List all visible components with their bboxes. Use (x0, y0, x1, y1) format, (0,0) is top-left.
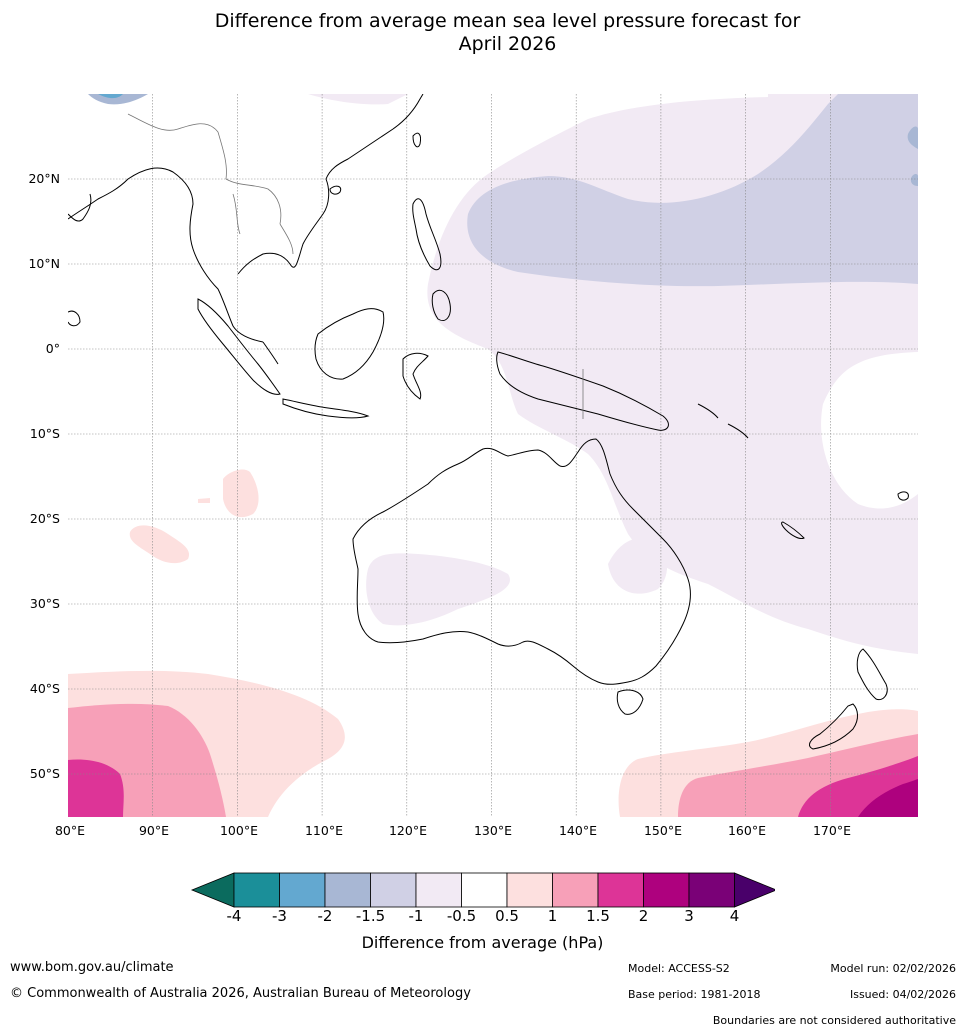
lon-label-90e: 90°E (138, 823, 170, 838)
anomaly-region-neg-top2 (910, 174, 918, 186)
lat-label-40s: 40°S (29, 681, 60, 696)
borders (127, 113, 584, 419)
anomaly-region-pos-3 (129, 525, 190, 564)
anomaly-region-australia (366, 553, 510, 626)
fiji (897, 491, 909, 501)
solomon-islands (697, 403, 749, 439)
colorbar-segment (597, 872, 644, 908)
new-zealand (809, 648, 888, 750)
colorbar-over-triangle (734, 872, 775, 908)
footer-disclaimer: Boundaries are not considered authoritat… (712, 1014, 956, 1027)
sri-lanka-india (68, 310, 81, 327)
lon-label-120e: 120°E (388, 823, 427, 838)
anomaly-region-pos-1 (223, 469, 259, 518)
lat-label-10s: 10°S (29, 426, 60, 441)
footer-url[interactable]: www.bom.gov.au/climate (10, 960, 174, 975)
colorbar-tick-label: -0.5 (446, 907, 477, 925)
anomaly-region-sw-pos3 (68, 759, 124, 817)
colorbar-segment (324, 872, 371, 908)
lat-label-0: 0° (45, 341, 60, 356)
country-borders (127, 113, 584, 419)
footer-model-run: Model run: 02/02/2026 (830, 962, 956, 975)
anomaly-region-neg-light-west (308, 94, 408, 105)
colorbar (190, 872, 775, 908)
colorbar-segment (643, 872, 690, 908)
java (282, 398, 370, 419)
gridlines (68, 94, 918, 817)
lon-label-140e: 140°E (558, 823, 597, 838)
lon-label-150e: 150°E (643, 823, 682, 838)
lon-label-80e: 80°E (54, 823, 86, 838)
title-line-1: Difference from average mean sea level p… (214, 10, 801, 32)
anomaly-region-neg-mid (467, 94, 918, 287)
footer-base-period: Base period: 1981-2018 (628, 988, 761, 1001)
colorbar-segment (370, 872, 417, 908)
colorbar-tick-label: 3 (684, 907, 694, 925)
borneo (314, 308, 385, 380)
lon-label-110e: 110°E (304, 823, 343, 838)
colorbar-tick-label: -1.5 (355, 907, 386, 925)
colorbar-segment (552, 872, 599, 908)
anomaly-region-pos-2 (198, 498, 210, 503)
taiwan (412, 132, 421, 148)
map-title: Difference from average mean sea level p… (0, 10, 965, 56)
pressure-anomaly-map (68, 94, 918, 817)
philippines (412, 198, 451, 321)
lat-label-20n: 20°N (28, 171, 60, 186)
colorbar-tick-label: 4 (729, 907, 740, 925)
title-line-2: April 2026 (458, 33, 557, 55)
anomaly-region-se-pos4 (858, 779, 918, 817)
footer-issued: Issued: 04/02/2026 (849, 988, 956, 1001)
colorbar-tick-label: 2 (638, 907, 649, 925)
colorbar-label: Difference from average (hPa) (361, 933, 604, 952)
colorbar-tick-label: 0.5 (495, 907, 519, 925)
colorbar-segment (506, 872, 553, 908)
lon-label-100e: 100°E (219, 823, 258, 838)
colorbar-tick-label: -4 (226, 907, 242, 925)
tasmania (616, 689, 644, 715)
colorbar-segment (461, 872, 508, 908)
footer-model: Model: ACCESS-S2 (628, 962, 730, 975)
anomaly-region-nw-blue2 (98, 94, 123, 99)
lat-label-20s: 20°S (29, 511, 60, 526)
anomaly-region-nw-blue (88, 94, 148, 105)
sulawesi (402, 352, 429, 400)
colorbar-tick-label: -1 (408, 907, 424, 925)
colorbar-tick-label: 1 (547, 907, 558, 925)
colorbar-under-triangle (190, 872, 235, 908)
new-caledonia (781, 521, 805, 539)
colorbar-tick-label: -3 (272, 907, 287, 925)
india-coast (68, 193, 92, 222)
lat-label-10n: 10°N (28, 256, 60, 271)
colorbar-segment (688, 872, 735, 908)
sumatra (197, 298, 281, 395)
footer-copyright: © Commonwealth of Australia 2026, Austra… (10, 986, 471, 1001)
australia (352, 438, 691, 685)
lon-label-170e: 170°E (812, 823, 851, 838)
colorbar-segment (233, 872, 280, 908)
lat-label-30s: 30°S (29, 596, 60, 611)
asia-coast (68, 94, 424, 365)
colorbar-segment (279, 872, 326, 908)
hainan (329, 185, 342, 195)
lat-label-50s: 50°S (29, 766, 60, 781)
lon-label-160e: 160°E (727, 823, 766, 838)
anomaly-region-e-australia (608, 537, 668, 594)
colorbar-segment (415, 872, 462, 908)
anomaly-region-neg-top (907, 126, 918, 149)
lon-label-130e: 130°E (473, 823, 512, 838)
colorbar-tick-label: -2 (317, 907, 333, 925)
colorbar-tick-label: 1.5 (586, 907, 610, 925)
coastlines (68, 94, 909, 750)
new-guinea (496, 351, 669, 431)
